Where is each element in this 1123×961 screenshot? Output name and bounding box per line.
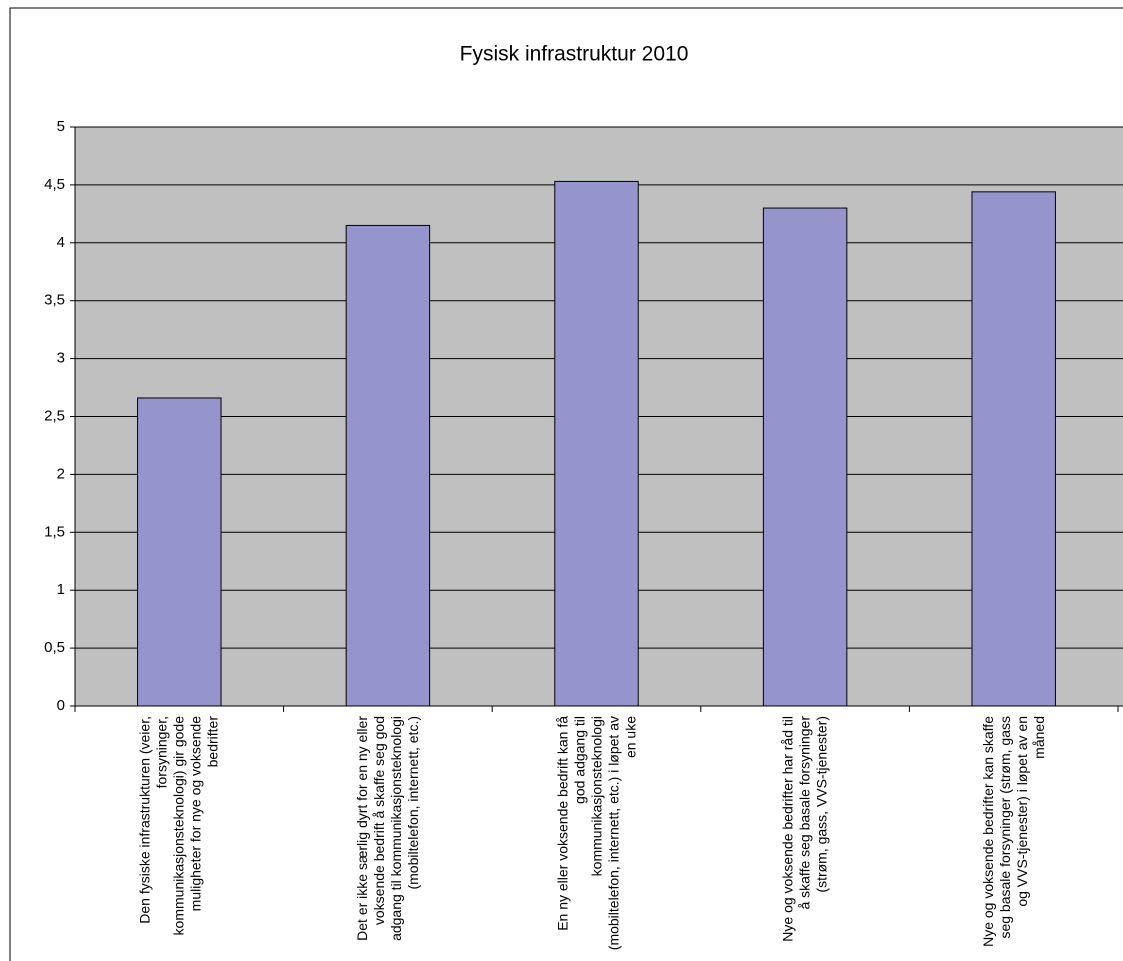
y-tick-label: 0 bbox=[57, 697, 65, 714]
bar bbox=[762, 207, 848, 707]
y-tick-label: 2 bbox=[57, 465, 65, 482]
y-tick-label: 3 bbox=[57, 350, 65, 367]
x-tick-label: Det er ikke særlig dyrt for en ny eller … bbox=[353, 716, 421, 941]
y-tick-label: 4,5 bbox=[44, 176, 65, 193]
x-tick-label: Nye og voksende bedrifter kan skaffe seg… bbox=[979, 716, 1047, 947]
y-tick-label: 3,5 bbox=[44, 292, 65, 309]
bar bbox=[345, 224, 431, 707]
y-tick-label: 4 bbox=[57, 234, 65, 251]
bar bbox=[971, 191, 1056, 707]
y-tick-label: 1,5 bbox=[44, 523, 65, 540]
y-tick-label: 2,5 bbox=[44, 407, 65, 424]
y-tick-label: 1 bbox=[57, 581, 65, 598]
y-tick-label: 0,5 bbox=[44, 639, 65, 656]
chart-title: Fysisk infrastruktur 2010 bbox=[460, 43, 689, 66]
x-tick-label: Nye og voksende bedrifter har råd til å … bbox=[779, 716, 830, 942]
x-tick-label: En ny eller voksende bedrift kan få god … bbox=[554, 716, 638, 951]
bar bbox=[137, 397, 222, 707]
x-tick-label: Den fysiske infrastrukturen (veier, fors… bbox=[136, 716, 221, 936]
y-tick-label: 5 bbox=[57, 118, 65, 135]
bar bbox=[554, 180, 639, 707]
